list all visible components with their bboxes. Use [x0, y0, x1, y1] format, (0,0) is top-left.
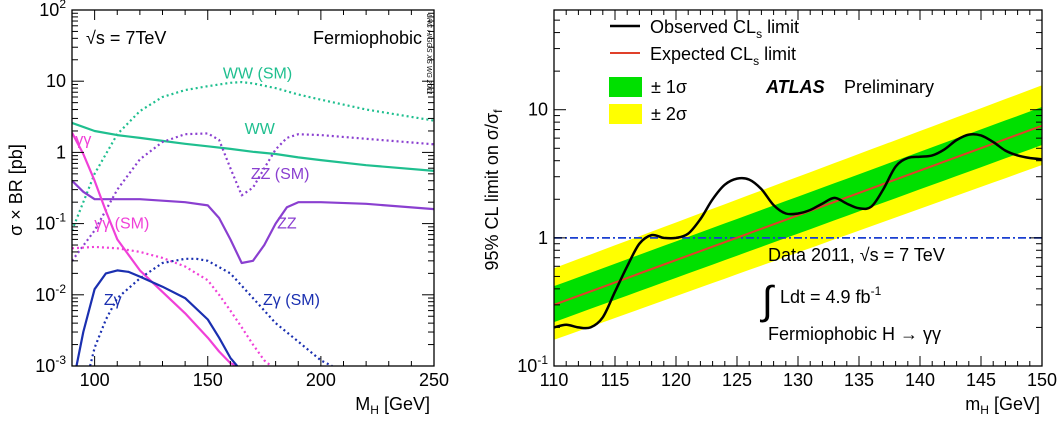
left-x-axis-title: MH [GeV]: [355, 394, 430, 417]
curve-zz: [72, 179, 434, 265]
data-info-label: Data 2011, √s = 7 TeV: [768, 245, 945, 265]
left-curves: [72, 81, 434, 366]
left-y-tick-label: 10-2: [35, 282, 66, 305]
right-x-axis-title-unit: [GeV]: [989, 394, 1040, 414]
left-y-tick-label: 102: [39, 0, 66, 20]
left-plot-frame: [71, 9, 435, 367]
atlas-label: ATLAS: [765, 77, 825, 97]
right-y-axis-title-sub: f: [491, 109, 505, 113]
left-x-tick-label: 250: [419, 370, 449, 390]
label-gammagamma: γγ: [75, 131, 91, 148]
right-x-tick-label: 110: [540, 370, 569, 390]
label-zgamma-sm: Zγ (SM): [263, 292, 320, 309]
curve-zgamma: [75, 269, 239, 366]
right-y-tick-label: 10: [528, 100, 548, 120]
left-y-tick-label: 10: [46, 71, 66, 91]
right-y-tick-label: 10-1: [517, 353, 548, 376]
label-zz: ZZ: [277, 216, 297, 233]
right-x-tick-label: 135: [844, 370, 874, 390]
label-ww-sm: WW (SM): [223, 65, 292, 82]
left-x-axis-title-unit: [GeV]: [379, 394, 430, 414]
curve-gammagamma: [72, 132, 238, 366]
right-y-axis-title: 95% CL limit on σ/σf: [482, 109, 505, 271]
left-x-tick-label: 100: [80, 370, 110, 390]
legend-band2-swatch: [609, 104, 642, 124]
legend-band1-label: ± 1σ: [651, 77, 687, 97]
legend-band2-label: ± 2σ: [651, 104, 687, 124]
left-x-tick-label: 150: [193, 370, 223, 390]
left-axis-ticks: 100 150 200 250 10-3 10-2 10-1 1 10 102: [35, 0, 449, 390]
left-y-tick-label: 10-1: [35, 211, 66, 234]
curve-ww-sm: [72, 81, 434, 231]
channel-label: Fermiophobic H → γγ: [768, 324, 941, 344]
right-x-axis-title: mH [GeV]: [965, 394, 1040, 417]
label-ww: WW: [245, 121, 276, 138]
curve-zz-sm: [72, 132, 434, 262]
curve-ww: [72, 121, 434, 172]
left-y-axis-title: σ × BR [pb]: [6, 144, 26, 236]
label-zz-sm: ZZ (SM): [251, 166, 310, 183]
label-zgamma: Zγ: [104, 292, 122, 309]
right-curves: [553, 124, 1043, 330]
observed-limit-line: [553, 132, 1043, 330]
curve-zgamma-sm: [89, 257, 333, 366]
label-gammagamma-sm: γγ (SM): [94, 216, 149, 233]
right-x-tick-label: 145: [966, 370, 996, 390]
integral-sign: ∫: [760, 279, 776, 323]
right-legend: Observed CLs limit Expected CLs limit ± …: [609, 17, 799, 124]
right-x-tick-label: 130: [783, 370, 813, 390]
right-x-tick-label: 150: [1027, 370, 1057, 390]
watermark-label: LHC HIGGS XS WG 2011: [425, 14, 432, 95]
left-energy-label: √s = 7TeV: [86, 28, 166, 48]
expected-limit-line: [553, 124, 1043, 306]
preliminary-label: Preliminary: [844, 77, 934, 97]
right-y-tick-label: 1: [538, 228, 548, 248]
curve-gammagamma-sm: [72, 245, 272, 366]
left-y-tick-label: 1: [56, 142, 66, 162]
legend-observed-label: Observed CLs limit: [650, 17, 799, 41]
right-x-tick-label: 140: [905, 370, 935, 390]
lumi-label: Ldt = 4.9 fb-1: [780, 284, 882, 307]
left-curve-labels: WW (SM) WW ZZ (SM) ZZ γγ (SM) γγ Zγ (SM) Zγ: [75, 65, 320, 309]
right-x-tick-label: 115: [601, 370, 630, 390]
right-x-axis-title-sub: H: [980, 403, 989, 417]
right-x-tick-label: 125: [722, 370, 752, 390]
legend-expected-label: Expected CLs limit: [650, 44, 796, 68]
left-scenario-label: Fermiophobic: [313, 28, 422, 48]
left-y-tick-label: 10-3: [35, 353, 66, 376]
left-x-tick-label: 200: [306, 370, 336, 390]
left-x-axis-title-sub: H: [370, 403, 379, 417]
legend-band1-swatch: [609, 77, 642, 97]
right-x-tick-label: 120: [661, 370, 691, 390]
